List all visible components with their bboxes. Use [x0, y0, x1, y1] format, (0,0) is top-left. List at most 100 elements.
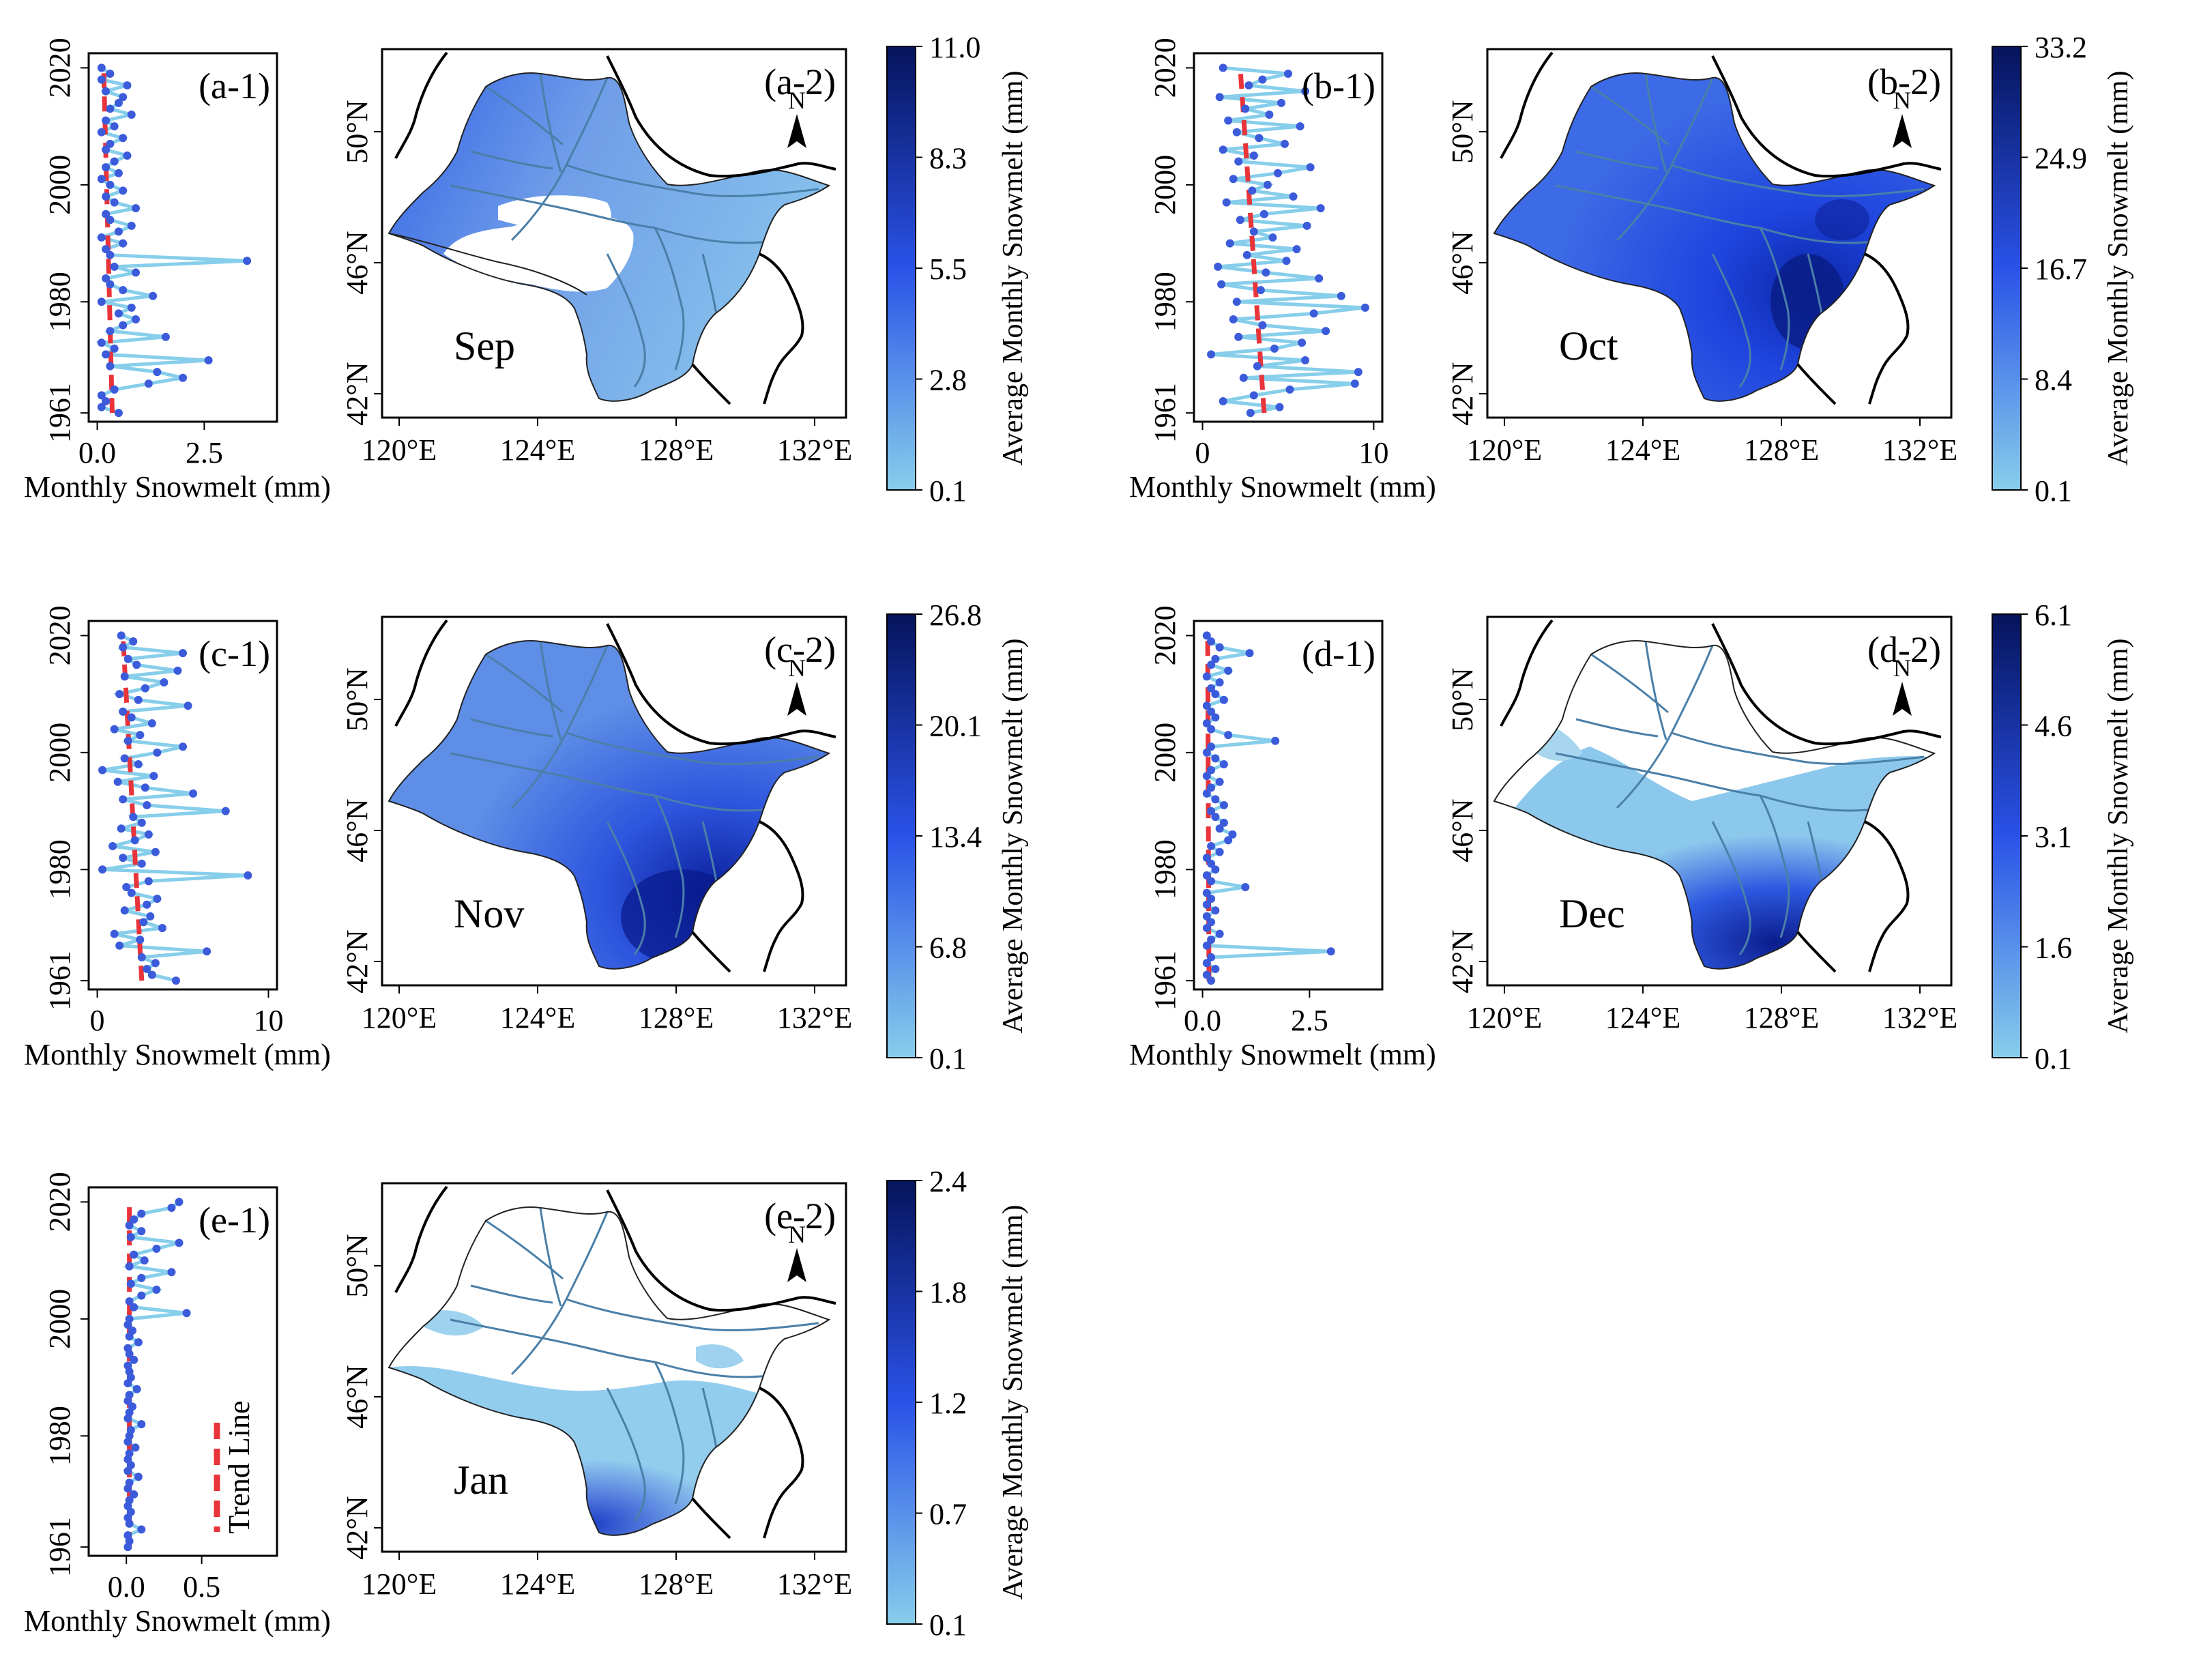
data-point [137, 818, 146, 827]
data-point [1228, 830, 1237, 839]
data-point [114, 409, 123, 418]
lon-tick-label: 132°E [777, 1001, 852, 1034]
data-point [1301, 356, 1310, 364]
data-point [102, 209, 111, 218]
data-point [143, 801, 151, 809]
river [1575, 150, 1659, 170]
river [1671, 164, 1925, 197]
data-point [120, 672, 129, 681]
x-tick-label: 10 [253, 1004, 283, 1037]
data-point [134, 1473, 143, 1481]
data-point [1211, 654, 1220, 663]
colorbar-tick-label: 16.7 [2035, 252, 2087, 286]
data-point [1258, 321, 1267, 330]
x-axis-label: Monthly Snowmelt (mm) [1129, 470, 1436, 504]
data-point [1214, 262, 1223, 271]
data-point [1277, 98, 1285, 107]
data-point [1202, 748, 1211, 757]
data-point [125, 1314, 134, 1323]
data-point [128, 1402, 137, 1411]
map-e: N(e-2) Jan 42°N 46°N 50°N 120°E 124°E 128°E 132°… [340, 1182, 852, 1601]
data-point [127, 303, 136, 312]
month-label: Sep [454, 323, 515, 368]
data-point [1202, 789, 1211, 798]
data-point [131, 1443, 140, 1452]
data-point [123, 1344, 132, 1352]
data-point [1350, 379, 1359, 388]
data-point [1215, 848, 1224, 856]
colorbar-e: 0.1 0.7 1.2 1.8 2.4 Average Monthly Snowmelt … [886, 1165, 1029, 1642]
colorbar-tick-label: 26.8 [929, 598, 982, 632]
data-point [1326, 947, 1335, 956]
data-point [149, 291, 158, 300]
data-point [152, 1286, 161, 1294]
year-tick-label: 2020 [43, 38, 76, 98]
river [485, 85, 564, 146]
data-point [137, 1525, 146, 1534]
data-point [110, 122, 119, 131]
year-tick-label: 1961 [43, 383, 76, 443]
river [470, 718, 553, 738]
trend-line [101, 68, 115, 414]
data-point [1239, 373, 1248, 382]
data-point [115, 690, 124, 699]
data-point [110, 157, 119, 166]
lon-tick-label: 124°E [500, 1001, 575, 1034]
snowmelt-patch [423, 1310, 484, 1336]
data-point [1211, 690, 1220, 699]
data-point [1263, 180, 1272, 189]
river [566, 732, 819, 765]
data-point [1242, 250, 1251, 259]
river [1759, 795, 1790, 938]
data-point [153, 748, 162, 757]
river [450, 752, 656, 797]
colorbar-tick-label: 8.3 [929, 142, 967, 175]
data-point [97, 75, 106, 84]
river [654, 795, 685, 938]
data-point [113, 777, 122, 786]
colorbar-d: 0.1 1.6 3.1 4.6 6.1 Average Monthly Snowmelt … [1992, 598, 2134, 1075]
lat-tick-label: 50°N [1446, 100, 1479, 163]
country-border [1500, 619, 1942, 973]
year-tick-label: 1980 [43, 272, 76, 332]
timeseries-c: 1961 1980 2000 2020 0 10 (c-1) Monthly Snowmelt… [24, 605, 331, 1071]
river [1590, 85, 1669, 146]
colorbar-label: Average Monthly Snowmelt (mm) [997, 639, 1029, 1034]
lon-tick-label: 128°E [1744, 433, 1819, 467]
data-point [1316, 204, 1325, 213]
trend-line [1238, 68, 1267, 414]
data-point [106, 280, 115, 289]
colorbar-tick-label: 0.7 [929, 1498, 967, 1531]
data-point [120, 906, 129, 915]
data-point [179, 742, 187, 751]
lon-tick-label: 128°E [1744, 1001, 1819, 1034]
colorbar-scale [1992, 46, 2022, 491]
data-point [141, 783, 149, 792]
data-point [179, 649, 187, 658]
ts-frame [87, 620, 278, 991]
data-point [1232, 128, 1241, 136]
data-point [130, 1303, 139, 1312]
colorbar-scale [1992, 613, 2022, 1058]
data-point [1202, 719, 1211, 727]
data-point [139, 918, 148, 927]
data-point [1207, 807, 1216, 815]
data-point [117, 631, 126, 640]
data-point [123, 1531, 132, 1539]
data-point [1207, 936, 1216, 944]
river [1644, 73, 1667, 173]
country-border [394, 51, 836, 405]
data-point [1211, 754, 1220, 763]
data-point [153, 368, 162, 377]
lat-tick-label: 42°N [340, 362, 374, 425]
data-point [102, 116, 111, 125]
panel-label-map: (e-2) [764, 1196, 836, 1236]
data-point [119, 239, 128, 248]
x-tick-label: 10 [1358, 436, 1388, 469]
data-point [1354, 368, 1362, 377]
data-point [106, 139, 115, 148]
data-point [1219, 397, 1227, 405]
data-point [1215, 678, 1224, 686]
data-point [182, 1309, 191, 1318]
year-tick-label: 1980 [1148, 839, 1182, 899]
